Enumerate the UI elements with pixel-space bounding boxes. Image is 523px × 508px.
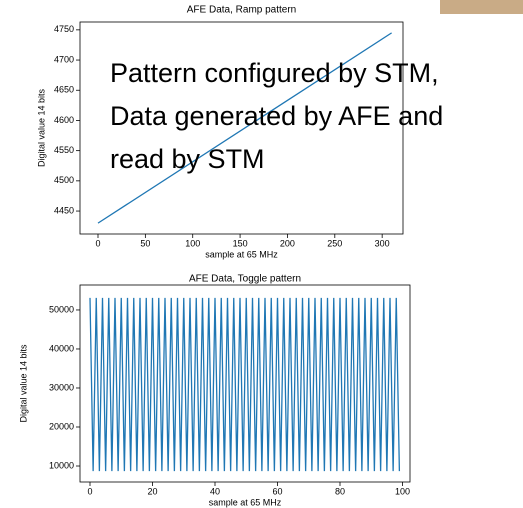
plot-frame [79,284,411,483]
data-line [97,32,392,224]
x-tick-label: 50 [140,238,150,248]
x-axis-label: sample at 65 MHz [205,249,278,259]
overlay-text: Pattern configured by STM, [110,58,439,88]
x-tick-label: 200 [280,238,295,248]
x-tick-label: 100 [395,486,410,496]
chart-title: AFE Data, Ramp pattern [187,5,297,16]
data-line [89,297,401,472]
chart-title: AFE Data, Toggle pattern [189,274,301,285]
overlay-text: Data generated by AFE and [110,101,443,131]
y-tick-label: 30000 [49,382,74,392]
y-tick-label: 10000 [49,460,74,470]
x-tick-label: 40 [210,486,220,496]
x-tick-label: 150 [233,238,248,248]
x-tick-label: 100 [185,238,200,248]
y-tick-label: 4600 [54,115,74,125]
y-tick-label: 4500 [54,175,74,185]
y-tick-label: 4700 [54,54,74,64]
x-tick-label: 0 [95,238,100,248]
x-tick-label: 250 [327,238,342,248]
plot-frame [79,21,404,235]
y-axis-label: Digital value 14 bits [18,344,28,423]
y-tick-label: 4550 [54,145,74,155]
x-axis-label: sample at 65 MHz [209,497,282,507]
x-tick-label: 300 [375,238,390,248]
overlay-text: read by STM [110,144,265,174]
y-axis-label: Digital value 14 bits [36,88,46,167]
y-tick-label: 20000 [49,421,74,431]
logo-crop [440,0,523,14]
x-tick-label: 20 [147,486,157,496]
y-tick-label: 4450 [54,205,74,215]
y-tick-label: 40000 [49,343,74,353]
x-tick-label: 60 [272,486,282,496]
y-tick-label: 50000 [49,304,74,314]
x-tick-label: 80 [335,486,345,496]
x-tick-label: 0 [87,486,92,496]
y-tick-label: 4650 [54,85,74,95]
y-tick-label: 4750 [54,24,74,34]
